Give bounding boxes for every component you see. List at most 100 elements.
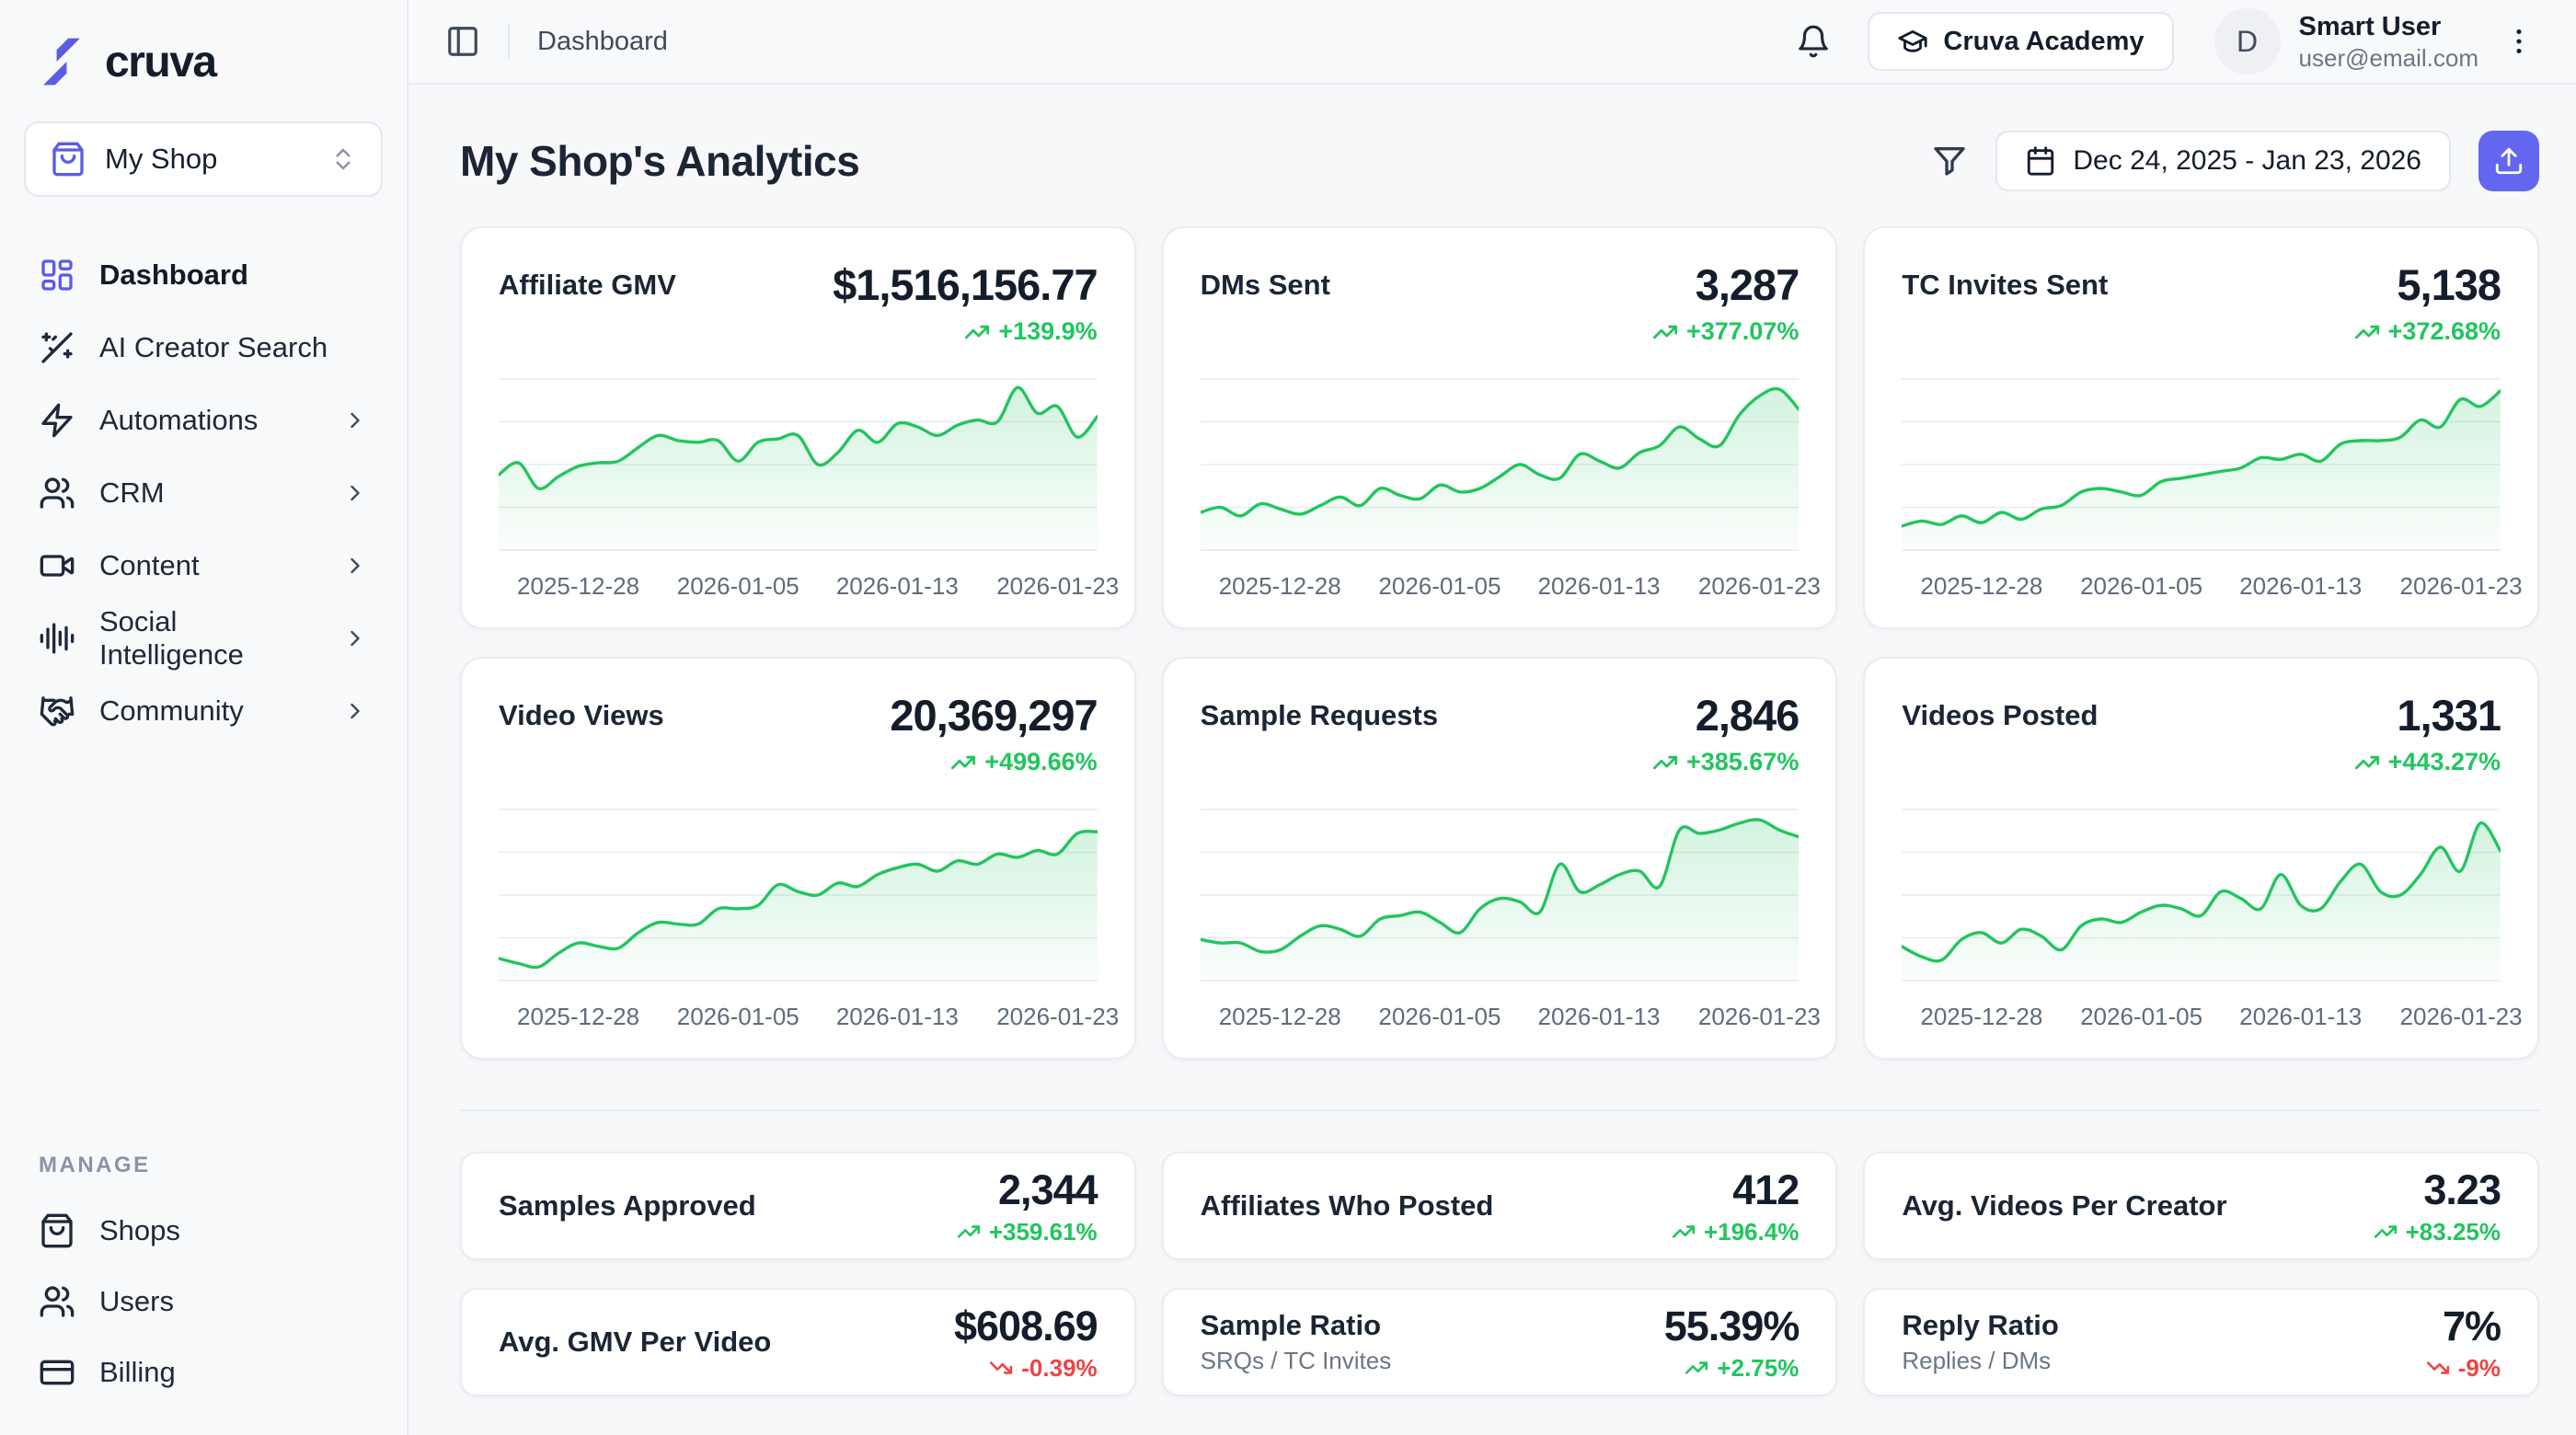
chevron-right-icon	[351, 703, 360, 718]
stat-change: -0.39%	[954, 1354, 1098, 1383]
sparkline-chart: 2025-12-28 2026-01-05 2026-01-13 2026-01…	[499, 373, 1119, 605]
page-title: My Shop's Analytics	[460, 137, 860, 185]
sidebar-item-label: AI Creator Search	[99, 330, 328, 363]
metric-change: +139.9%	[833, 317, 1098, 346]
metric-change: +377.07%	[1652, 317, 1799, 346]
x-tick: 2026-01-23	[1697, 1003, 1821, 1030]
sidebar-item-label: CRM	[99, 476, 165, 509]
stat-label: Avg. GMV Per Video	[499, 1326, 772, 1358]
x-tick: 2026-01-13	[2239, 572, 2363, 600]
x-tick: 2025-12-28	[1218, 1003, 1341, 1030]
metric-label: Videos Posted	[1902, 699, 2099, 731]
stat-card: Reply Ratio Replies / DMs 7% -9%	[1863, 1288, 2539, 1396]
stat-sublabel: Replies / DMs	[1902, 1347, 2052, 1374]
lightning-icon	[41, 403, 73, 437]
metric-change-value: +499.66%	[984, 748, 1098, 775]
stat-change: -9%	[2426, 1354, 2501, 1383]
stat-card: Avg. Videos Per Creator 3.23 +83.25%	[1863, 1152, 2539, 1260]
x-tick: 2026-01-05	[2080, 1003, 2203, 1030]
users-icon	[40, 1285, 75, 1317]
stat-sublabel: SRQs / TC Invites	[1200, 1347, 1392, 1374]
trending-down-icon	[2426, 1361, 2449, 1374]
metric-change-value: +372.68%	[2387, 317, 2501, 345]
dashboard-grid-icon	[41, 258, 73, 291]
divider	[508, 24, 510, 59]
x-tick: 2026-01-05	[676, 1003, 799, 1030]
shopping-bag-icon	[52, 142, 84, 177]
sidebar-item-crm[interactable]: CRM	[22, 457, 385, 528]
cruva-academy-button[interactable]: Cruva Academy	[1868, 12, 2174, 71]
notifications-bell-icon[interactable]	[1796, 24, 1831, 59]
shop-selector[interactable]: My Shop	[24, 121, 383, 197]
sidebar-item-shops[interactable]: Shops	[22, 1195, 385, 1266]
x-tick: 2026-01-13	[835, 1003, 959, 1030]
export-button[interactable]	[2478, 131, 2539, 191]
kebab-menu-icon[interactable]	[2502, 25, 2536, 58]
x-tick: 2025-12-28	[517, 572, 640, 600]
stat-label: Reply Ratio	[1902, 1309, 2059, 1341]
date-range-label: Dec 24, 2025 - Jan 23, 2026	[2073, 145, 2421, 176]
metric-label: Sample Requests	[1200, 699, 1439, 731]
breadcrumb: Dashboard	[537, 26, 668, 56]
audio-waveform-icon	[40, 622, 75, 654]
sparkline-chart: 2025-12-28 2026-01-05 2026-01-13 2026-01…	[1902, 804, 2523, 1036]
metric-label: DMs Sent	[1200, 269, 1330, 301]
chart-grid: Affiliate GMV $1,516,156.77 +139.9%	[460, 226, 2539, 1060]
sidebar-item-label: Dashboard	[99, 258, 248, 291]
stat-card: Sample Ratio SRQs / TC Invites 55.39% +2…	[1161, 1288, 1838, 1396]
trending-up-icon	[965, 325, 990, 339]
shop-selector-label: My Shop	[105, 143, 218, 175]
metric-change: +443.27%	[2354, 748, 2501, 776]
chart-card: Videos Posted 1,331 +443.27%	[1863, 657, 2539, 1060]
x-tick: 2026-01-13	[1537, 572, 1661, 600]
stat-change-value: -9%	[2457, 1353, 2501, 1382]
shopping-bag-icon	[41, 1213, 73, 1247]
metric-change-value: +139.9%	[998, 317, 1098, 345]
x-tick: 2026-01-05	[1378, 572, 1501, 600]
sidebar-item-ai-creator-search[interactable]: AI Creator Search	[22, 312, 385, 383]
sidebar-item-users[interactable]: Users	[22, 1266, 385, 1337]
metric-label: Video Views	[499, 699, 664, 731]
date-range-button[interactable]: Dec 24, 2025 - Jan 23, 2026	[1995, 131, 2451, 191]
chart-card: DMs Sent 3,287 +377.07%	[1161, 226, 1838, 629]
credit-card-icon	[40, 1360, 75, 1384]
filter-funnel-icon[interactable]	[1931, 143, 1968, 179]
trending-up-icon	[2354, 755, 2379, 769]
manage-section: MANAGE Shops Users Billing	[0, 1143, 407, 1435]
chart-card: Video Views 20,369,297 +499.66%	[460, 657, 1136, 1060]
metric-change-value: +385.67%	[1685, 748, 1800, 775]
graduation-cap-icon	[1898, 29, 1927, 52]
sidebar-item-automations[interactable]: Automations	[22, 385, 385, 455]
x-tick: 2025-12-28	[1920, 1003, 2043, 1030]
sidebar-item-billing[interactable]: Billing	[22, 1337, 385, 1407]
sidebar-item-dashboard[interactable]: Dashboard	[22, 239, 385, 310]
metric-change-value: +377.07%	[1685, 317, 1800, 345]
sparkline-chart: 2025-12-28 2026-01-05 2026-01-13 2026-01…	[1902, 373, 2523, 605]
chart-card: TC Invites Sent 5,138 +372.68%	[1863, 226, 2539, 629]
stat-change-value: +196.4%	[1703, 1217, 1800, 1246]
manage-heading: MANAGE	[39, 1153, 151, 1177]
stat-label: Affiliates Who Posted	[1200, 1189, 1494, 1222]
stat-change-value: +359.61%	[988, 1217, 1098, 1246]
trending-up-icon	[2374, 1225, 2397, 1238]
x-tick: 2026-01-23	[996, 572, 1120, 600]
sparkline-chart: 2025-12-28 2026-01-05 2026-01-13 2026-01…	[1200, 804, 1821, 1036]
user-menu[interactable]: D Smart User user@email.com	[2214, 8, 2478, 75]
brand-logo: cruva	[0, 0, 407, 116]
cruva-academy-label: Cruva Academy	[1943, 26, 2145, 56]
chevron-right-icon	[351, 630, 360, 646]
metric-change: +385.67%	[1652, 748, 1799, 776]
sidebar-item-community[interactable]: Community	[22, 675, 385, 746]
sidebar-item-content[interactable]: Content	[22, 530, 385, 601]
top-bar: Dashboard Cruva Academy D Smart User use…	[408, 0, 2576, 85]
sidebar-item-label: Social Intelligence	[99, 604, 244, 671]
sidebar-item-social-intelligence[interactable]: Social Intelligence	[22, 603, 385, 673]
sidebar-toggle-icon[interactable]	[445, 24, 480, 59]
trending-down-icon	[990, 1361, 1013, 1374]
metric-value: 5,138	[2397, 260, 2501, 309]
x-tick: 2026-01-05	[1378, 1003, 1501, 1030]
stat-change-value: +83.25%	[2405, 1217, 2501, 1246]
metric-value: 3,287	[1695, 260, 1800, 309]
stat-value: 412	[1732, 1165, 1800, 1213]
chart-card: Sample Requests 2,846 +385.67%	[1161, 657, 1838, 1060]
